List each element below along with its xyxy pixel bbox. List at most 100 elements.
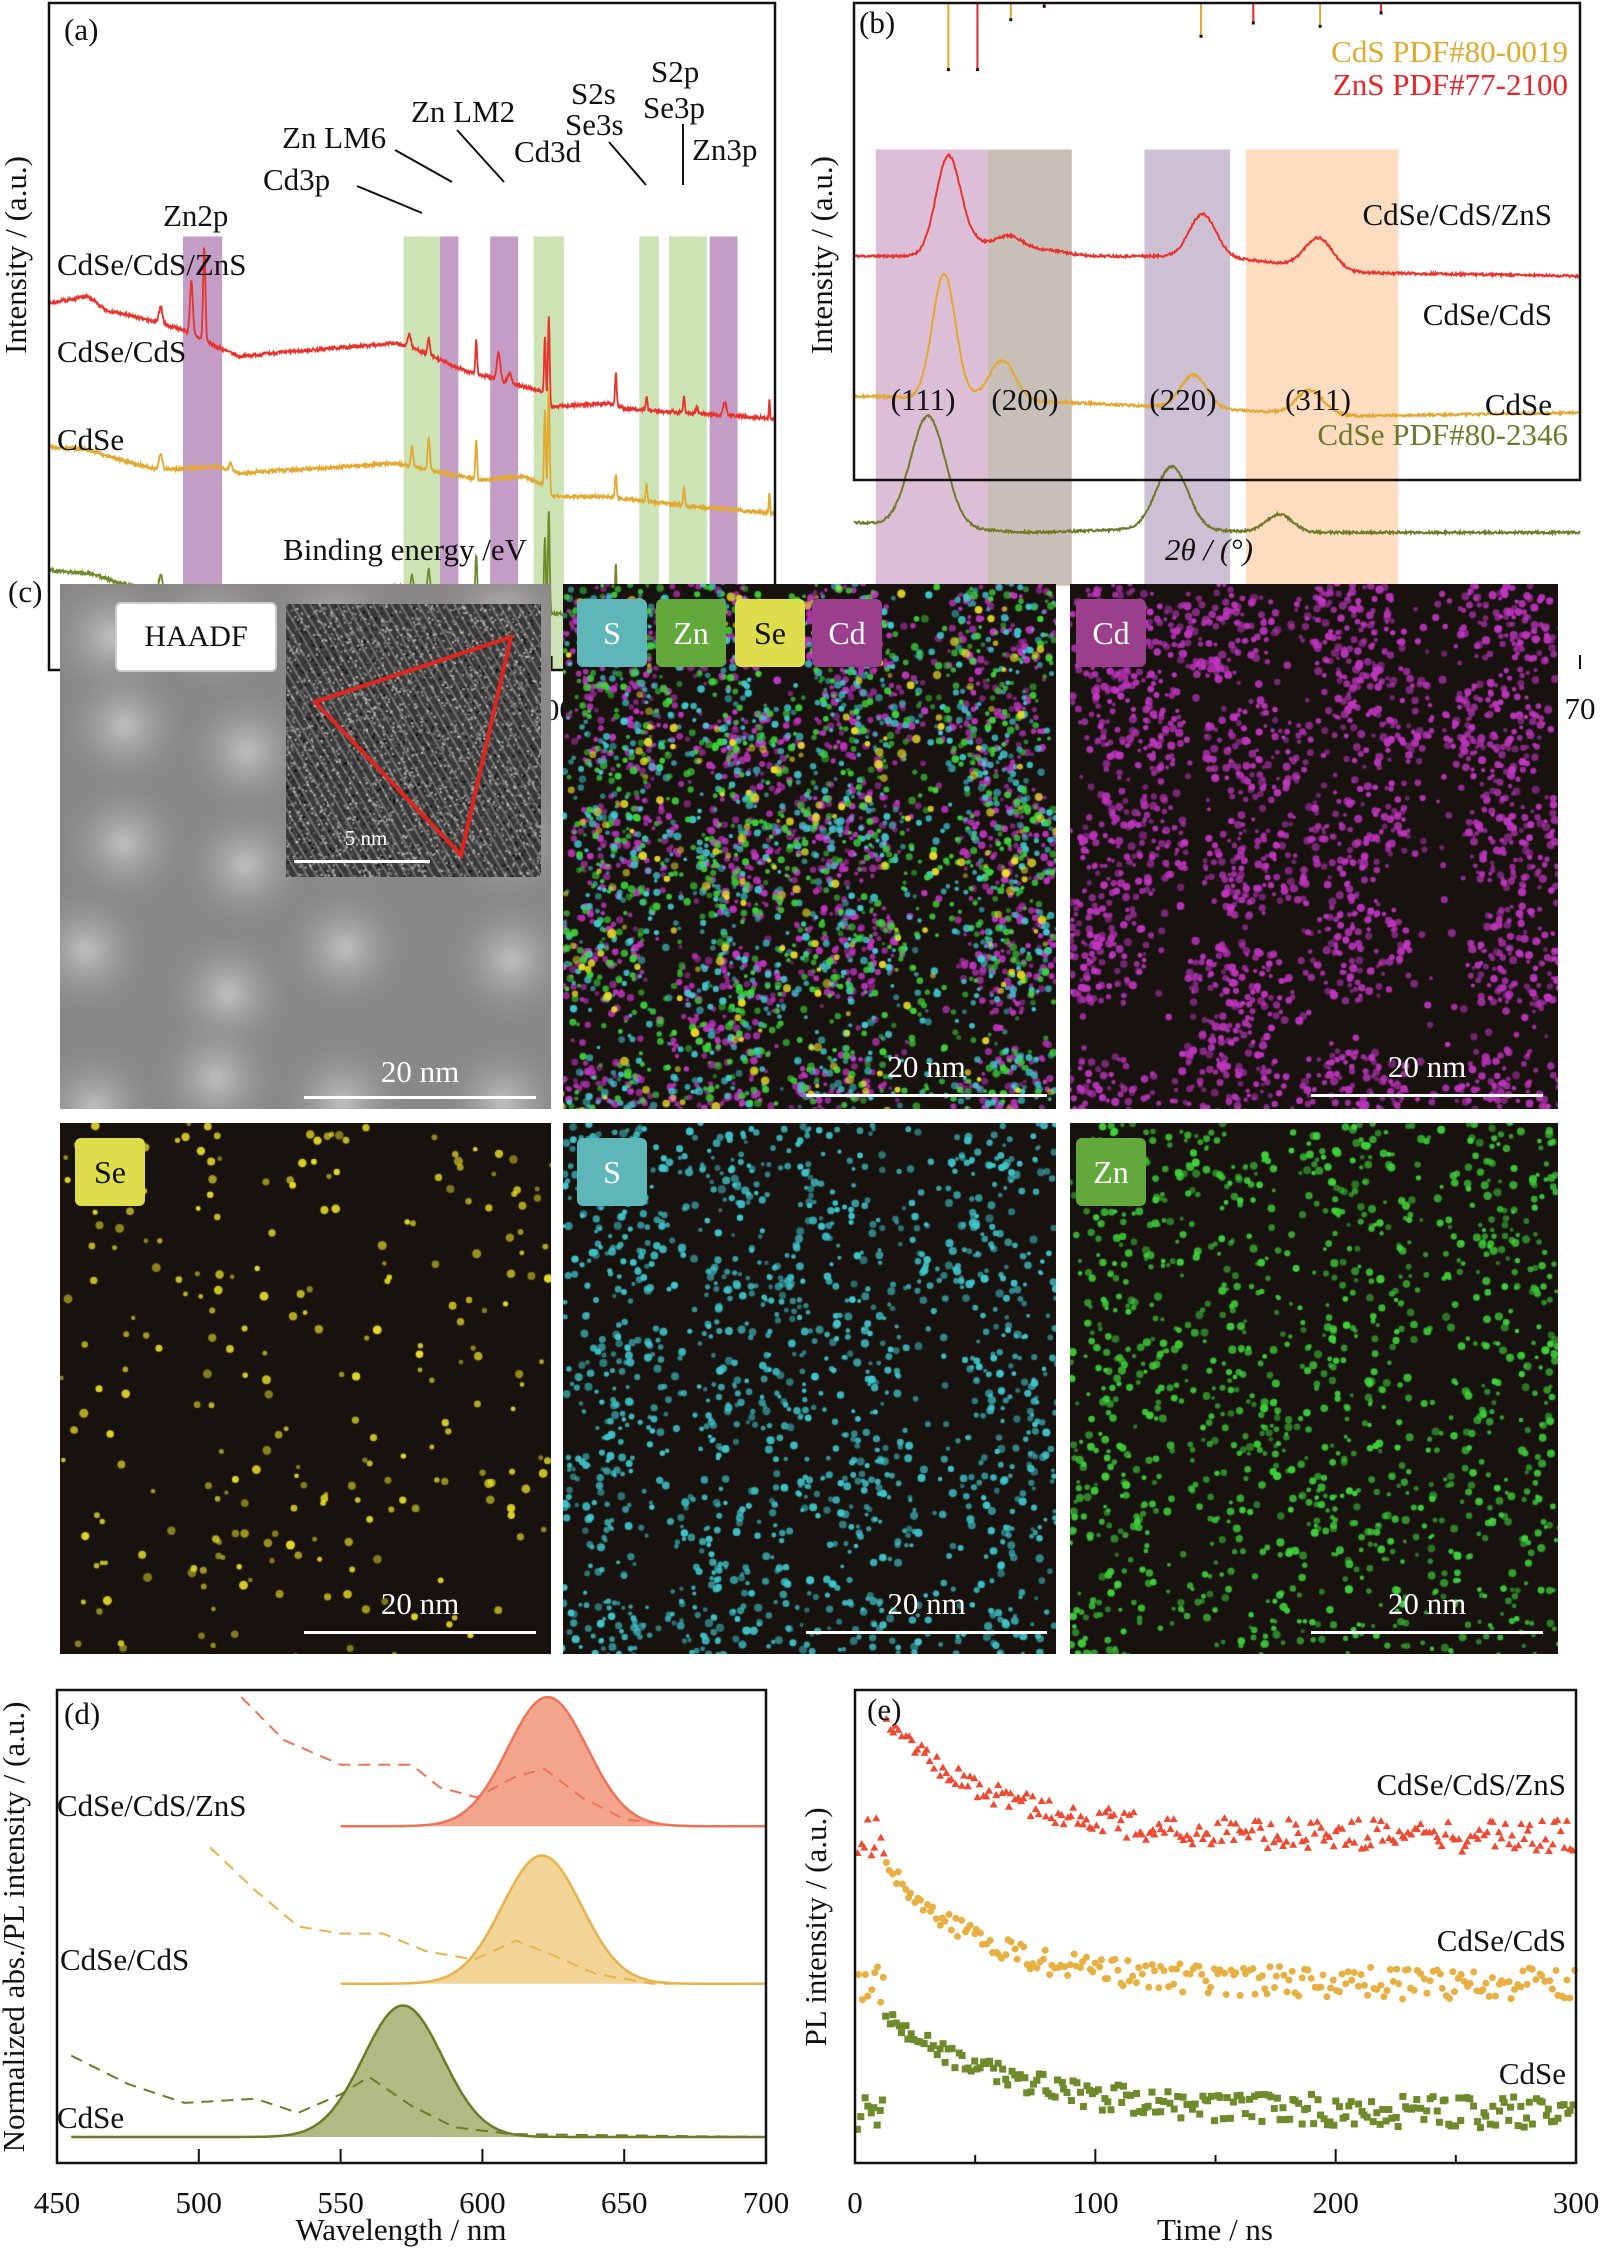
data-point (1039, 1955, 1047, 1963)
data-point (1119, 1982, 1127, 1990)
data-point (1063, 2089, 1071, 2097)
data-point (1556, 1827, 1565, 1835)
data-point (1031, 1805, 1040, 1813)
data-point (1496, 2107, 1504, 2115)
data-point (1223, 2094, 1231, 2102)
data-point (1173, 1965, 1181, 1973)
data-point (889, 1870, 897, 1878)
data-point (1536, 1841, 1545, 1849)
data-point (1114, 1824, 1123, 1832)
data-point (1254, 1817, 1263, 1825)
pl-fill-2 (71, 2005, 767, 2137)
hkl-label-311: (311) (1285, 382, 1351, 417)
band-s2s-se3s (639, 236, 659, 670)
data-point (1284, 1815, 1293, 1823)
data-point (1482, 2112, 1490, 2120)
data-point (1445, 1994, 1453, 2002)
data-point (1114, 1966, 1122, 1974)
data-point (1492, 2121, 1500, 2129)
data-point (1434, 1837, 1443, 1845)
reference-stick-cap (1379, 11, 1383, 15)
scale-label: 20 nm (887, 1586, 966, 1621)
data-point (1023, 2089, 1031, 2097)
data-point (933, 2051, 941, 2059)
data-point (967, 2067, 975, 2075)
data-point (1188, 2105, 1196, 2113)
pl-fill-1 (340, 1855, 766, 1984)
data-point (1269, 1838, 1278, 1846)
data-point (1101, 1808, 1110, 1816)
data-point (1249, 1965, 1257, 1973)
data-point (1033, 1964, 1041, 1972)
data-point (990, 2064, 998, 2072)
data-point (1046, 1971, 1054, 1979)
data-point (1275, 1963, 1283, 1971)
data-point (1438, 1984, 1446, 1992)
data-point (924, 2031, 932, 2039)
data-point (1129, 1972, 1137, 1980)
x-tick-label: 550 (317, 2185, 364, 2220)
series-label-cdse-cds-zns: CdSe/CdS/ZnS (57, 1788, 247, 1823)
data-point (1082, 1815, 1091, 1823)
series-label-cdse: CdSe (57, 422, 124, 457)
panel-label: (a) (64, 12, 98, 47)
scale-bar (1311, 1631, 1543, 1634)
scale-bar (1311, 1094, 1543, 1097)
data-point (1272, 1972, 1280, 1980)
data-point (1051, 2093, 1059, 2101)
data-point (1437, 1842, 1446, 1850)
data-point (1244, 1833, 1253, 1841)
data-point (1379, 2105, 1387, 2113)
data-point (882, 1714, 891, 1722)
data-point (853, 2125, 861, 2133)
data-point (1073, 2079, 1081, 2087)
data-point (876, 1833, 885, 1841)
annotation-zn-lm2: Zn LM2 (411, 94, 515, 129)
data-point (1426, 1977, 1434, 1985)
y-axis-label: Intensity / (a.u.) (0, 156, 33, 354)
data-point (1151, 2108, 1159, 2116)
data-point (1179, 1988, 1187, 1996)
data-point (1273, 2094, 1281, 2102)
data-point (1245, 2095, 1253, 2103)
data-point (1460, 1977, 1468, 1985)
data-point (1341, 1840, 1350, 1848)
data-point (1490, 1842, 1499, 1850)
data-point (1344, 1968, 1352, 1976)
band-220 (1144, 149, 1231, 586)
data-point (1548, 1840, 1557, 1848)
data-point (1510, 2093, 1518, 2101)
scale-label: 20 nm (1387, 1049, 1467, 1084)
data-point (1289, 1840, 1298, 1848)
data-point (1452, 2122, 1460, 2130)
data-point (954, 1764, 963, 1772)
scale-bar (806, 1094, 1047, 1097)
data-point (1089, 1968, 1097, 1976)
data-point (1475, 1825, 1484, 1833)
data-point (1335, 2103, 1343, 2111)
data-point (1196, 2110, 1204, 2118)
data-point (1176, 1960, 1184, 1968)
data-point (1148, 2088, 1156, 2096)
data-point (1204, 1989, 1212, 1997)
data-point (1120, 1808, 1129, 1816)
data-point (1069, 1803, 1078, 1811)
data-point (1395, 1827, 1404, 1835)
data-point (1135, 1964, 1143, 1972)
data-point (1202, 1977, 1210, 1985)
data-point (1109, 1810, 1118, 1818)
data-point (878, 2096, 886, 2104)
data-point (1385, 2106, 1393, 2114)
data-point (870, 2104, 878, 2112)
data-point (1461, 1841, 1470, 1849)
data-point (1449, 1968, 1457, 1976)
data-point (1420, 1975, 1428, 1983)
data-point (1489, 2102, 1497, 2110)
data-point (1507, 2103, 1515, 2111)
data-point (944, 2045, 952, 2053)
data-point (1476, 2124, 1484, 2132)
data-point (1002, 1787, 1011, 1795)
scale-label: 20 nm (887, 1049, 966, 1084)
data-point (1283, 1988, 1291, 1996)
data-point (1067, 2097, 1075, 2105)
